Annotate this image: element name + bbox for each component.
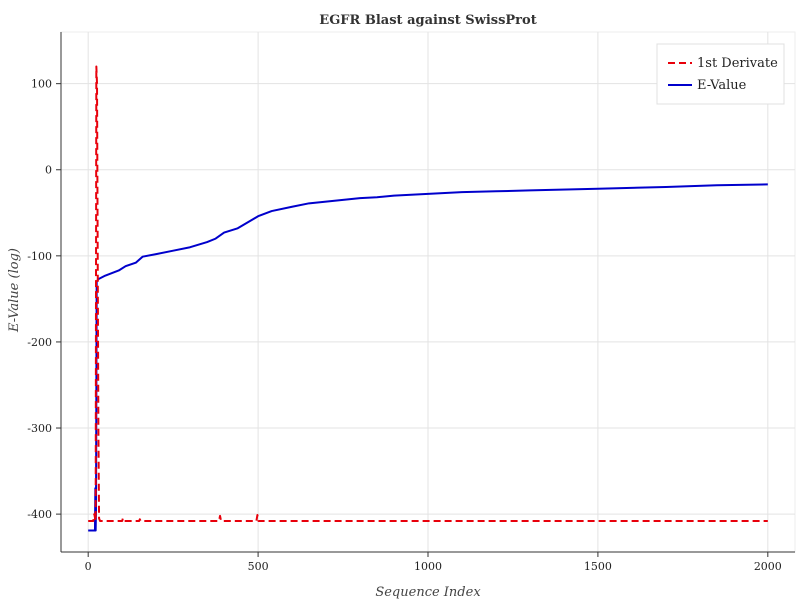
x-tick-label: 1000	[414, 560, 442, 573]
y-axis-label: E-Value (log)	[7, 248, 22, 333]
legend-label: 1st Derivate	[697, 56, 778, 71]
grid	[60, 31, 796, 553]
y-tick-label: -400	[27, 508, 52, 521]
legend-label: E-Value	[697, 78, 747, 93]
x-tick-label: 1500	[584, 560, 612, 573]
legend-box	[656, 43, 785, 105]
y-tick-label: 0	[45, 164, 52, 177]
series-line-e-value	[88, 183, 768, 532]
series-line-first-derivate	[88, 65, 768, 523]
y-tick-label: -200	[27, 336, 52, 349]
legend: 1st Derivate E-Value	[656, 43, 785, 105]
x-tick-label: 2000	[754, 560, 782, 573]
y-tick-label: -300	[27, 422, 52, 435]
y-tick-label: 100	[31, 78, 52, 91]
x-tick-label: 500	[248, 560, 269, 573]
series-lines	[88, 65, 768, 532]
chart-title: EGFR Blast against SwissProt	[319, 13, 536, 28]
x-tick-label: 0	[85, 560, 92, 573]
x-axis-label: Sequence Index	[375, 585, 481, 600]
y-tick-label: -100	[27, 250, 52, 263]
